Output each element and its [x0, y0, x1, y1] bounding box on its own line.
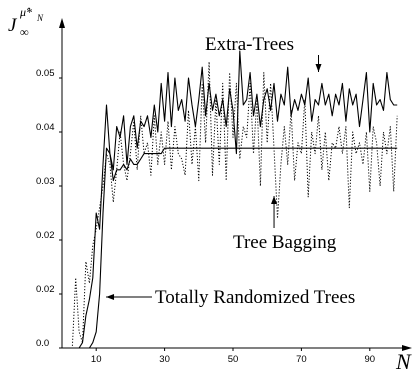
series-line-tree-bagging — [65, 61, 398, 349]
annotation-tree-bagging: Tree Bagging — [233, 196, 337, 253]
annotation-tree-bagging-arrowhead — [271, 196, 278, 204]
annotation-tree-bagging-label: Tree Bagging — [233, 232, 337, 253]
x-tick-label: 70 — [296, 354, 307, 365]
series-line-totally-randomized-trees — [65, 147, 398, 349]
x-axis-arrow — [402, 345, 412, 351]
y-tick-label: 0.04 — [36, 122, 55, 133]
series-line-extra-trees — [65, 50, 398, 349]
annotation-totally-randomized-arrowhead — [106, 294, 115, 300]
x-tick-label: 90 — [365, 354, 376, 365]
x-tick-label: 10 — [91, 354, 102, 365]
annotation-extra-trees-label: Extra-Trees — [205, 34, 294, 55]
y-tick-label: 0.0 — [36, 338, 49, 349]
y-axis-label-superscript: μ̂* — [19, 5, 32, 19]
y-axis-label-superscript-subscript: N — [36, 13, 44, 23]
y-tick-label: 0.03 — [36, 176, 55, 187]
y-axis-label: J μ̂* N ∞ — [8, 5, 44, 39]
y-tick-label: 0.05 — [36, 68, 55, 79]
y-tick-label: 0.02 — [36, 230, 55, 241]
x-tick-label: 30 — [159, 354, 170, 365]
annotation-extra-trees: Extra-Trees — [205, 34, 322, 72]
x-tick-label: 50 — [228, 354, 239, 365]
x-axis-label: N — [395, 349, 412, 373]
annotation-totally-randomized: Totally Randomized Trees — [106, 287, 355, 308]
y-axis-label-base: J — [8, 15, 18, 36]
series-layer — [65, 50, 398, 349]
y-axis-arrow — [59, 18, 65, 28]
plot-area: 10 30 50 70 90 0.0 0.02 0.02 0.03 0.04 0.05 J μ̂* … — [8, 5, 412, 373]
y-tick-label: 0.02 — [36, 284, 55, 295]
ticks-layer: 10 30 50 70 90 0.0 0.02 0.02 0.03 0.04 0.05 — [36, 68, 375, 365]
annotation-extra-trees-arrowhead — [315, 64, 322, 72]
y-axis-label-subscript: ∞ — [20, 25, 29, 39]
annotation-totally-randomized-label: Totally Randomized Trees — [155, 287, 355, 308]
